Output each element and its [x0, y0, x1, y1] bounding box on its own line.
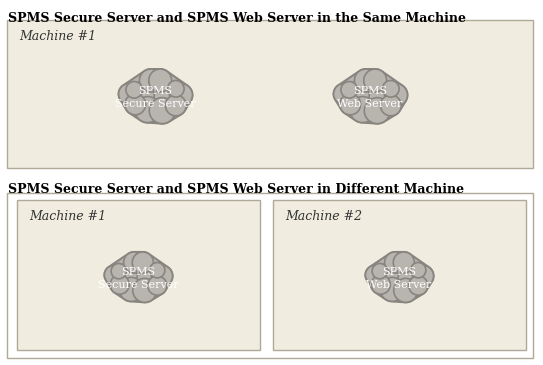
Circle shape — [340, 94, 361, 115]
Circle shape — [369, 82, 400, 114]
Circle shape — [341, 84, 370, 113]
Circle shape — [154, 82, 185, 114]
Circle shape — [364, 98, 390, 124]
Circle shape — [355, 69, 377, 92]
Text: SPMS: SPMS — [353, 86, 387, 96]
Polygon shape — [365, 252, 433, 302]
Circle shape — [333, 84, 355, 104]
Circle shape — [149, 98, 175, 124]
Circle shape — [119, 277, 143, 301]
Circle shape — [393, 252, 414, 273]
Circle shape — [104, 265, 124, 285]
Circle shape — [110, 275, 129, 294]
Circle shape — [394, 278, 418, 302]
Circle shape — [132, 278, 157, 302]
Circle shape — [408, 276, 428, 295]
Circle shape — [384, 252, 406, 273]
Circle shape — [348, 75, 392, 118]
Circle shape — [380, 277, 405, 301]
Circle shape — [413, 265, 433, 287]
Circle shape — [382, 80, 399, 97]
Polygon shape — [333, 69, 407, 124]
Polygon shape — [118, 69, 192, 124]
Circle shape — [372, 264, 388, 279]
Text: Machine #2: Machine #2 — [285, 210, 362, 223]
Circle shape — [379, 257, 419, 297]
Circle shape — [371, 275, 390, 294]
Circle shape — [364, 69, 387, 92]
Circle shape — [411, 262, 426, 278]
Circle shape — [167, 80, 184, 97]
Circle shape — [151, 265, 173, 287]
Circle shape — [341, 81, 357, 98]
Circle shape — [381, 95, 401, 116]
Circle shape — [384, 84, 407, 107]
Text: SPMS: SPMS — [138, 86, 172, 96]
Polygon shape — [104, 252, 173, 302]
Circle shape — [118, 84, 140, 104]
Circle shape — [149, 262, 165, 278]
FancyBboxPatch shape — [17, 200, 260, 350]
FancyBboxPatch shape — [7, 193, 533, 358]
Circle shape — [365, 265, 384, 285]
Circle shape — [132, 252, 153, 273]
Circle shape — [148, 276, 167, 295]
FancyBboxPatch shape — [273, 200, 526, 350]
Circle shape — [372, 265, 399, 292]
Circle shape — [169, 84, 192, 107]
Circle shape — [398, 264, 427, 293]
Text: SPMS Secure Server and SPMS Web Server in Different Machine: SPMS Secure Server and SPMS Web Server i… — [8, 183, 464, 196]
Circle shape — [118, 257, 158, 297]
Circle shape — [135, 97, 161, 123]
Text: SPMS: SPMS — [121, 267, 155, 277]
Text: Web Server: Web Server — [337, 99, 402, 109]
Circle shape — [166, 95, 186, 116]
Circle shape — [133, 75, 177, 118]
Circle shape — [125, 94, 146, 115]
Text: Secure Server: Secure Server — [98, 280, 178, 290]
Circle shape — [140, 69, 162, 92]
Circle shape — [350, 97, 376, 123]
Text: Web Server: Web Server — [367, 280, 432, 290]
Circle shape — [124, 252, 145, 273]
Text: SPMS: SPMS — [382, 267, 416, 277]
Circle shape — [149, 69, 172, 92]
Text: Secure Server: Secure Server — [115, 99, 195, 109]
Text: SPMS Secure Server and SPMS Web Server in the Same Machine: SPMS Secure Server and SPMS Web Server i… — [8, 12, 466, 25]
Circle shape — [111, 265, 138, 292]
Circle shape — [111, 264, 127, 279]
FancyBboxPatch shape — [7, 20, 533, 168]
Text: Machine #1: Machine #1 — [29, 210, 106, 223]
Circle shape — [137, 264, 166, 293]
Circle shape — [126, 81, 142, 98]
Text: Machine #1: Machine #1 — [19, 30, 96, 43]
Circle shape — [126, 84, 155, 113]
